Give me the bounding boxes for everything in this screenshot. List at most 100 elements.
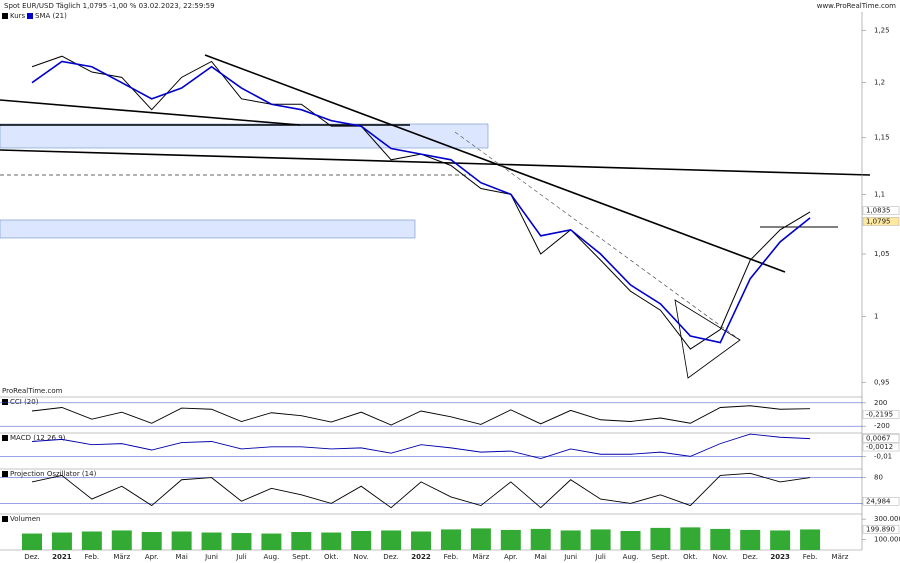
triangle: [674, 299, 741, 379]
panel-swatch: [2, 435, 8, 441]
legend-swatch: [27, 13, 33, 19]
x-tick-label: Mai: [535, 553, 547, 561]
x-tick-label: März: [832, 553, 849, 561]
y-tick-label: 1,05: [874, 250, 890, 258]
chart-title: Spot EUR/USD Täglich 1,0795 -1,00 % 03.0…: [4, 2, 215, 10]
source-label: ProRealTime.com: [2, 387, 63, 395]
channel-line: [454, 131, 741, 341]
value-marker: [862, 206, 900, 215]
y-tick-label: 1,1: [874, 190, 885, 198]
value-marker-label: -0,2195: [866, 411, 893, 419]
bar: [560, 530, 581, 550]
x-tick-label: Mai: [175, 553, 187, 561]
x-tick-label: Apr.: [145, 553, 159, 561]
x-tick-label: Sept.: [651, 553, 669, 561]
x-tick-label: Sept.: [292, 553, 310, 561]
x-tick-label: Nov.: [354, 553, 369, 561]
x-tick-label: Okt.: [324, 553, 339, 561]
x-tick-label: 2022: [411, 553, 431, 561]
bar: [81, 531, 102, 550]
data-line: [31, 472, 811, 509]
bar: [500, 529, 521, 550]
panel-swatch: [2, 471, 8, 477]
trend-line: [0, 99, 301, 126]
trend-line: [204, 54, 786, 273]
bar: [201, 532, 222, 550]
value-marker: [862, 525, 900, 534]
data-line: [31, 405, 811, 426]
x-tick-label: Feb.: [444, 553, 459, 561]
y-tick-label: 1,2: [874, 79, 885, 87]
x-tick-label: Juni: [204, 553, 218, 561]
bar: [650, 527, 671, 550]
bar: [111, 530, 132, 550]
legend-label: Kurs: [10, 12, 26, 20]
x-tick-label: 2023: [770, 553, 790, 561]
x-tick-label: Juni: [563, 553, 577, 561]
zone: [0, 123, 489, 149]
value-marker: [862, 434, 900, 443]
x-tick-label: Okt.: [683, 553, 698, 561]
bar: [590, 529, 611, 550]
bar: [141, 532, 162, 550]
x-tick-label: 2021: [52, 553, 72, 561]
x-tick-label: Aug.: [263, 553, 279, 561]
bar: [770, 530, 791, 550]
x-tick-label: März: [113, 553, 130, 561]
x-tick-label: Nov.: [713, 553, 728, 561]
bar: [321, 532, 342, 550]
x-tick-label: Dez.: [742, 553, 758, 561]
value-marker: [862, 497, 900, 506]
bar: [680, 527, 701, 550]
bar: [411, 531, 432, 550]
bar: [231, 533, 252, 550]
panel-title: Projection Oszillator (14): [10, 470, 97, 478]
value-marker: [862, 442, 900, 452]
value-marker-label: 24,984: [866, 497, 891, 505]
data-line: [31, 433, 811, 459]
x-tick-label: Apr.: [504, 553, 518, 561]
bar: [740, 529, 761, 550]
panel-title: MACD (12 26 9): [10, 434, 66, 442]
y-tick-label: -0,01: [874, 452, 892, 460]
watermark: www.ProRealTime.com: [817, 2, 896, 10]
value-marker-label: -0,0012: [866, 443, 893, 451]
bar: [171, 531, 192, 550]
y-tick-label: 0,95: [874, 378, 890, 386]
x-tick-label: Dez.: [24, 553, 40, 561]
value-marker: [862, 410, 900, 419]
panel-title: CCI (20): [10, 398, 39, 406]
bar: [381, 530, 402, 550]
bar: [351, 530, 372, 550]
panel-swatch: [2, 516, 8, 522]
x-tick-label: Aug.: [623, 553, 639, 561]
value-marker-label: 199.890: [866, 525, 895, 533]
legend-label: SMA (21): [35, 12, 67, 20]
bar: [22, 533, 42, 550]
x-tick-label: Feb.: [803, 553, 818, 561]
zone: [0, 219, 416, 239]
bar: [440, 529, 461, 550]
panel-swatch: [2, 399, 8, 405]
bar: [530, 528, 551, 550]
value-marker: [862, 217, 900, 226]
x-tick-label: Juli: [594, 553, 605, 561]
y-tick-label: 200: [874, 399, 887, 407]
bar: [470, 528, 491, 550]
bar: [261, 533, 282, 550]
bar: [51, 532, 72, 550]
value-marker-label: 0,0067: [866, 435, 891, 443]
value-marker-label: 1,0835: [866, 207, 891, 215]
y-tick-label: 300.000: [874, 515, 900, 523]
x-tick-label: Juli: [235, 553, 246, 561]
y-tick-label: 100.000: [874, 536, 900, 544]
y-tick-label: 1,15: [874, 133, 890, 141]
bar: [800, 529, 821, 550]
bar: [291, 532, 312, 550]
bar: [620, 530, 641, 550]
trend-line: [0, 149, 871, 176]
y-tick-label: -200: [874, 422, 890, 430]
bar: [710, 528, 731, 550]
